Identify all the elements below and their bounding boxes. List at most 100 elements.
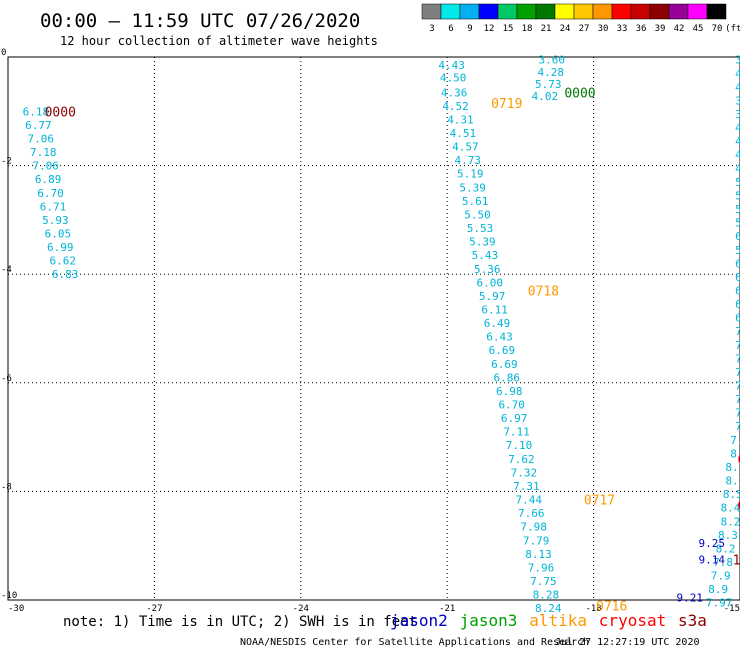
data-value: 7.5 [735, 420, 740, 433]
data-value: 6.89 [35, 173, 62, 186]
data-value: 7.3 [735, 393, 740, 406]
time-label: 0000 [564, 86, 595, 101]
y-tick-label: -2 [1, 157, 12, 167]
satellite-legend: jason2 jason3 altika cryosat s3a [390, 611, 707, 630]
data-value: 3.9 [735, 94, 740, 107]
colorbar-label: 36 [636, 24, 647, 34]
data-value: 8.2 [720, 515, 740, 528]
data-value: 3.6 [735, 108, 740, 121]
data-value: 4.02 [532, 90, 559, 103]
colorbar-label: 30 [598, 24, 609, 34]
data-value: 5.9 [735, 203, 740, 216]
data-points: 6.186.777.067.187.066.896.706.715.936.05… [23, 54, 740, 615]
data-value: 7.8 [713, 556, 733, 569]
data-value: 6.99 [47, 241, 74, 254]
data-value: 5.50 [464, 208, 491, 221]
colorbar-label: 18 [522, 24, 533, 34]
data-value: 7.3 [735, 380, 740, 393]
colorbar-swatch [611, 3, 632, 20]
data-value: 3. [735, 54, 740, 67]
colorbar-label: 70 [712, 24, 723, 34]
colorbar-swatch [554, 3, 575, 20]
colorbar-label: 42 [674, 24, 685, 34]
colorbar-swatch [706, 3, 727, 20]
data-value: 5.8 [735, 244, 740, 257]
data-value: 6.83 [52, 268, 79, 281]
colorbar-swatch [440, 3, 461, 20]
colorbar-swatch [497, 3, 518, 20]
colorbar-label: 6 [448, 24, 453, 34]
data-value-blue: 9.14 [699, 553, 726, 566]
data-value: 7.98 [520, 521, 547, 534]
time-label: 0718 [528, 284, 559, 299]
time-label: 0000 [45, 105, 76, 120]
colorbar-label: 27 [579, 24, 590, 34]
time-label: 0717 [584, 494, 615, 509]
data-value: 6.11 [481, 303, 508, 316]
data-value: 4.73 [455, 154, 482, 167]
time-label: 0716 [596, 599, 627, 614]
data-value: 4.52 [442, 100, 469, 113]
legend-item: jason3 [460, 611, 518, 630]
data-value: 7.97 [706, 597, 733, 610]
data-value: 7.44 [516, 494, 543, 507]
data-value: 4. [735, 81, 740, 94]
data-value: 6.18 [23, 105, 50, 118]
x-tick-label: -30 [8, 604, 24, 614]
colorbar-swatch [687, 3, 708, 20]
data-value: 7.79 [523, 534, 550, 547]
y-tick-label: -10 [1, 591, 17, 601]
legend-item: jason2 [390, 611, 448, 630]
data-value: 7.9 [711, 570, 731, 583]
data-value: 8.4 [720, 502, 740, 515]
data-value-blue: 9.25 [699, 537, 726, 550]
data-value: 5.36 [474, 263, 501, 276]
footer-note: note: 1) Time is in UTC; 2) SWH is in fe… [63, 614, 417, 630]
data-value: 7.11 [503, 426, 530, 439]
data-value: 5.5 [735, 176, 740, 189]
data-value: 6.9 [735, 312, 740, 325]
data-value: 6.97 [501, 412, 528, 425]
data-value: 8.3 [725, 461, 740, 474]
y-tick-label: 0 [1, 48, 6, 58]
colorbar-swatch [516, 3, 537, 20]
data-value: 6.05 [45, 227, 72, 240]
x-tick-label: -18 [585, 604, 601, 614]
data-value: 7.8 [730, 434, 740, 447]
data-value: 6.00 [476, 276, 503, 289]
y-tick-label: -8 [1, 482, 12, 492]
footer-credit: NOAA/NESDIS Center for Satellite Applica… [240, 637, 589, 648]
data-value: 4. [735, 67, 740, 80]
data-value: 8.0 [730, 447, 740, 460]
colorbar-label: 3 [429, 24, 434, 34]
data-value: 3.60 [538, 54, 565, 67]
data-value: 6.5 [735, 284, 740, 297]
grid [8, 57, 740, 600]
x-tick-label: -24 [293, 604, 309, 614]
time-label: 0719 [491, 97, 522, 112]
data-value: 5.61 [462, 195, 489, 208]
data-value: 5.43 [472, 249, 499, 262]
data-value: 4.9 [735, 162, 740, 175]
time-label: 00 [738, 499, 740, 514]
data-value: 5.73 [535, 78, 562, 91]
data-value: 7.18 [30, 146, 57, 159]
data-value: 4.51 [450, 127, 477, 140]
legend-item: altika [529, 611, 587, 630]
colorbar-swatch [459, 3, 480, 20]
data-value: 8.13 [525, 548, 552, 561]
colorbar-label: 21 [541, 24, 552, 34]
data-value: 4.36 [441, 86, 468, 99]
chart-title: 00:00 – 11:59 UTC 07/26/2020 [40, 10, 360, 32]
time-labels: 00000719000007180717071600001100 [45, 86, 740, 614]
data-value: 7.66 [518, 507, 545, 520]
colorbar-swatch [535, 3, 556, 20]
data-value: 6.70 [498, 399, 525, 412]
data-value: 6.70 [37, 187, 64, 200]
x-tick-label: -21 [439, 604, 455, 614]
data-value: 7.5 [735, 407, 740, 420]
data-value: 7.32 [511, 466, 538, 479]
data-value: 4.31 [447, 113, 474, 126]
